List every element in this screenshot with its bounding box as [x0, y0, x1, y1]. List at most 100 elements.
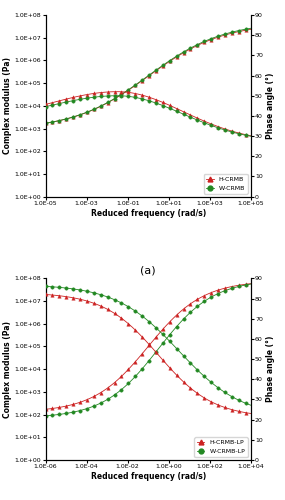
Y-axis label: Complex modulus (Pa): Complex modulus (Pa): [3, 58, 12, 154]
Point: [223, 126, 227, 134]
Point: [105, 92, 110, 100]
Point: [237, 282, 241, 290]
Point: [112, 92, 117, 100]
Point: [50, 291, 55, 299]
Point: [160, 98, 165, 106]
Point: [57, 410, 62, 418]
Point: [174, 344, 179, 352]
Point: [105, 98, 110, 106]
Point: [160, 62, 165, 70]
Point: [195, 390, 200, 398]
Point: [188, 300, 193, 308]
Point: [91, 93, 96, 101]
Point: [64, 98, 69, 106]
Point: [223, 388, 227, 396]
X-axis label: Reduced frequency (rad/s): Reduced frequency (rad/s): [91, 472, 206, 481]
Point: [57, 116, 62, 124]
Point: [209, 34, 213, 42]
Point: [85, 404, 89, 412]
Point: [168, 104, 172, 112]
Point: [119, 88, 124, 96]
Point: [147, 72, 151, 80]
Point: [160, 62, 165, 70]
Point: [147, 71, 151, 79]
Point: [168, 102, 172, 110]
Point: [43, 290, 48, 298]
Point: [78, 295, 82, 303]
Point: [195, 302, 200, 310]
Point: [99, 290, 103, 298]
Point: [237, 130, 241, 138]
Point: [43, 119, 48, 127]
Point: [154, 348, 158, 356]
Point: [43, 406, 48, 413]
Point: [119, 372, 124, 380]
Point: [71, 96, 76, 104]
Point: [43, 412, 48, 420]
Point: [216, 124, 220, 132]
Point: [168, 338, 172, 345]
Point: [119, 90, 124, 98]
Point: [229, 406, 234, 413]
Point: [147, 318, 151, 326]
Point: [168, 318, 172, 326]
Point: [140, 333, 144, 341]
Point: [154, 96, 158, 104]
Point: [147, 97, 151, 105]
Y-axis label: Complex modulus (Pa): Complex modulus (Pa): [3, 320, 12, 418]
Point: [195, 42, 200, 50]
Point: [99, 302, 103, 310]
Point: [64, 284, 69, 292]
Point: [188, 384, 193, 392]
Point: [99, 388, 103, 396]
Point: [78, 111, 82, 119]
Point: [202, 38, 207, 46]
Point: [119, 299, 124, 307]
Point: [209, 122, 213, 130]
Point: [216, 401, 220, 409]
Point: [209, 293, 213, 301]
Point: [168, 364, 172, 372]
Point: [202, 119, 207, 127]
Point: [223, 30, 227, 38]
Point: [50, 118, 55, 126]
Point: [133, 326, 138, 334]
Point: [209, 378, 213, 386]
Point: [85, 396, 89, 404]
Point: [119, 386, 124, 394]
Point: [85, 90, 89, 98]
Point: [71, 294, 76, 302]
Point: [202, 298, 207, 306]
Point: [133, 358, 138, 366]
Point: [91, 289, 96, 297]
Point: [133, 307, 138, 315]
Point: [57, 404, 62, 411]
Point: [237, 396, 241, 404]
Point: [174, 52, 179, 60]
X-axis label: Reduced frequency (rad/s): Reduced frequency (rad/s): [91, 208, 206, 218]
Point: [181, 378, 186, 386]
Point: [147, 356, 151, 364]
Point: [119, 314, 124, 322]
Point: [50, 283, 55, 291]
Point: [140, 312, 144, 320]
Point: [133, 372, 138, 380]
Point: [71, 285, 76, 293]
Point: [126, 366, 131, 374]
Point: [140, 365, 144, 373]
Point: [202, 117, 207, 125]
Point: [126, 380, 131, 388]
Point: [126, 88, 131, 96]
Point: [71, 400, 76, 408]
Point: [50, 404, 55, 412]
Point: [174, 107, 179, 115]
Point: [147, 342, 151, 349]
Point: [99, 92, 103, 100]
Point: [229, 128, 234, 136]
Point: [154, 66, 158, 74]
Point: [133, 90, 138, 98]
Point: [188, 359, 193, 367]
Point: [160, 102, 165, 110]
Point: [78, 398, 82, 406]
Point: [223, 284, 227, 292]
